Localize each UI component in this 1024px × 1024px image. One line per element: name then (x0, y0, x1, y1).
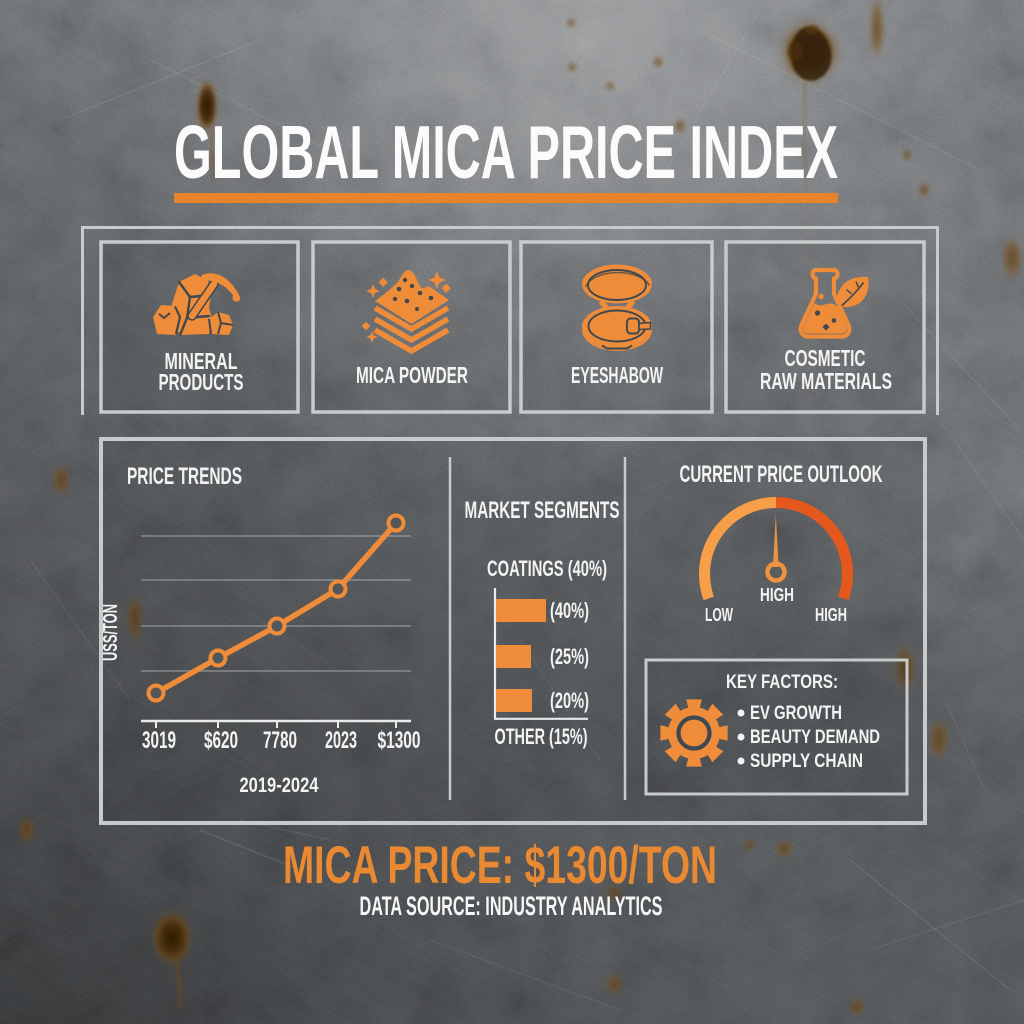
svg-text:$620: $620 (204, 727, 238, 754)
svg-text:MARKET SEGMENTS: MARKET SEGMENTS (465, 497, 620, 524)
svg-text:RAW MATERIALS: RAW MATERIALS (760, 368, 892, 394)
svg-text:2023: 2023 (325, 727, 357, 754)
svg-text:SUPPLY CHAIN: SUPPLY CHAIN (750, 751, 863, 772)
svg-text:HIGH: HIGH (815, 605, 847, 625)
svg-text:PRICE TRENDS: PRICE TRENDS (127, 463, 242, 490)
svg-text:LOW: LOW (705, 605, 733, 625)
svg-text:OTHER (15%): OTHER (15%) (495, 724, 588, 749)
svg-text:COSMETIC: COSMETIC (785, 345, 866, 371)
svg-text:PRODUCTS: PRODUCTS (159, 369, 244, 395)
svg-text:3019: 3019 (142, 727, 176, 754)
svg-text:EV GROWTH: EV GROWTH (750, 703, 842, 724)
svg-text:BEAUTY DEMAND: BEAUTY DEMAND (750, 727, 880, 748)
svg-text:MINERAL: MINERAL (165, 348, 238, 374)
svg-text:CURRENT PRICE OUTLOOK: CURRENT PRICE OUTLOOK (680, 461, 883, 488)
svg-text:(25%): (25%) (550, 644, 589, 669)
svg-text:(20%): (20%) (550, 688, 589, 713)
svg-text:HIGH: HIGH (760, 585, 794, 605)
svg-text:EYESHABOW: EYESHABOW (571, 362, 663, 388)
svg-text:DATA SOURCE: INDUSTRY ANALYTIC: DATA SOURCE: INDUSTRY ANALYTICS (360, 891, 663, 921)
svg-text:COATINGS (40%): COATINGS (40%) (487, 556, 607, 581)
svg-text:MICA POWDER: MICA POWDER (356, 362, 468, 388)
svg-text:$1300: $1300 (378, 727, 421, 754)
svg-text:2019-2024: 2019-2024 (240, 774, 319, 797)
svg-text:GLOBAL MICA PRICE INDEX: GLOBAL MICA PRICE INDEX (174, 110, 838, 194)
svg-text:USS/TON: USS/TON (100, 604, 122, 661)
svg-text:7780: 7780 (263, 727, 297, 754)
svg-text:KEY FACTORS:: KEY FACTORS: (726, 672, 838, 693)
svg-text:MICA PRICE: $1300/TON: MICA PRICE: $1300/TON (283, 836, 717, 895)
svg-text:(40%): (40%) (550, 598, 589, 623)
